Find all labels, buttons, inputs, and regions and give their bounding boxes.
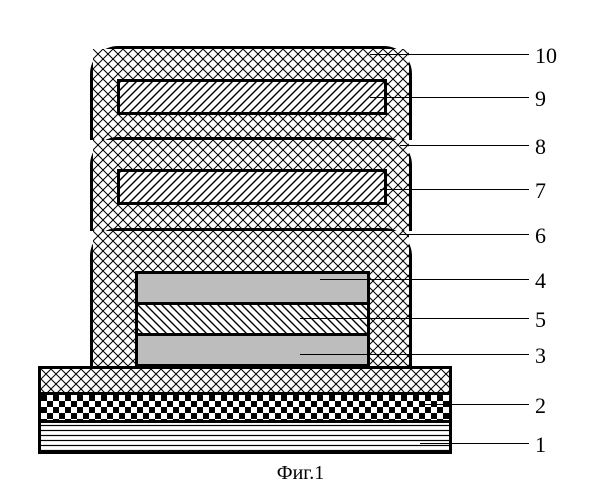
leader-7 bbox=[380, 189, 529, 190]
layer-4 bbox=[135, 271, 370, 305]
layer-9 bbox=[117, 79, 387, 115]
layer-1 bbox=[38, 420, 452, 454]
leader-1 bbox=[420, 443, 529, 444]
leader-3 bbox=[300, 354, 529, 355]
label-2: 2 bbox=[535, 393, 546, 419]
label-8: 8 bbox=[535, 134, 546, 160]
label-4: 4 bbox=[535, 268, 546, 294]
label-5: 5 bbox=[535, 307, 546, 333]
label-3: 3 bbox=[535, 343, 546, 369]
figure-caption: Фиг.1 bbox=[0, 462, 601, 485]
leader-10 bbox=[370, 54, 529, 55]
label-9: 9 bbox=[535, 86, 546, 112]
layer-3 bbox=[135, 333, 370, 367]
leader-6 bbox=[400, 234, 529, 235]
layer-7 bbox=[117, 169, 387, 205]
leader-9 bbox=[370, 97, 529, 98]
leader-4 bbox=[320, 279, 529, 280]
leader-8 bbox=[400, 145, 529, 146]
layer-6-base bbox=[38, 366, 452, 394]
label-6: 6 bbox=[535, 223, 546, 249]
figure-stage: 1 2 3 4 5 6 7 8 9 10 Фиг.1 bbox=[0, 0, 601, 500]
label-10: 10 bbox=[535, 43, 557, 69]
layer-5 bbox=[135, 302, 370, 336]
leader-5 bbox=[300, 318, 529, 319]
leader-2 bbox=[420, 404, 529, 405]
layer-2 bbox=[38, 392, 452, 423]
label-1: 1 bbox=[535, 432, 546, 458]
label-7: 7 bbox=[535, 178, 546, 204]
